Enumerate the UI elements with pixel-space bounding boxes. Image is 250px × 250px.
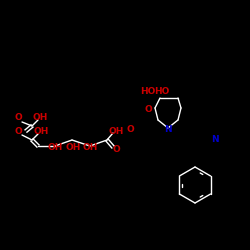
Text: N: N (164, 126, 172, 134)
Text: OH: OH (32, 114, 48, 122)
Text: OH: OH (47, 144, 63, 152)
Text: O: O (112, 146, 120, 154)
Text: HO: HO (154, 88, 170, 96)
Text: O: O (14, 114, 22, 122)
Text: OH: OH (65, 144, 81, 152)
Text: N: N (211, 136, 219, 144)
Text: O: O (14, 128, 22, 136)
Text: HO: HO (140, 88, 156, 96)
Text: OH: OH (82, 144, 98, 152)
Text: O: O (126, 126, 134, 134)
Text: OH: OH (108, 126, 124, 136)
Text: O: O (144, 106, 152, 114)
Text: OH: OH (33, 128, 49, 136)
